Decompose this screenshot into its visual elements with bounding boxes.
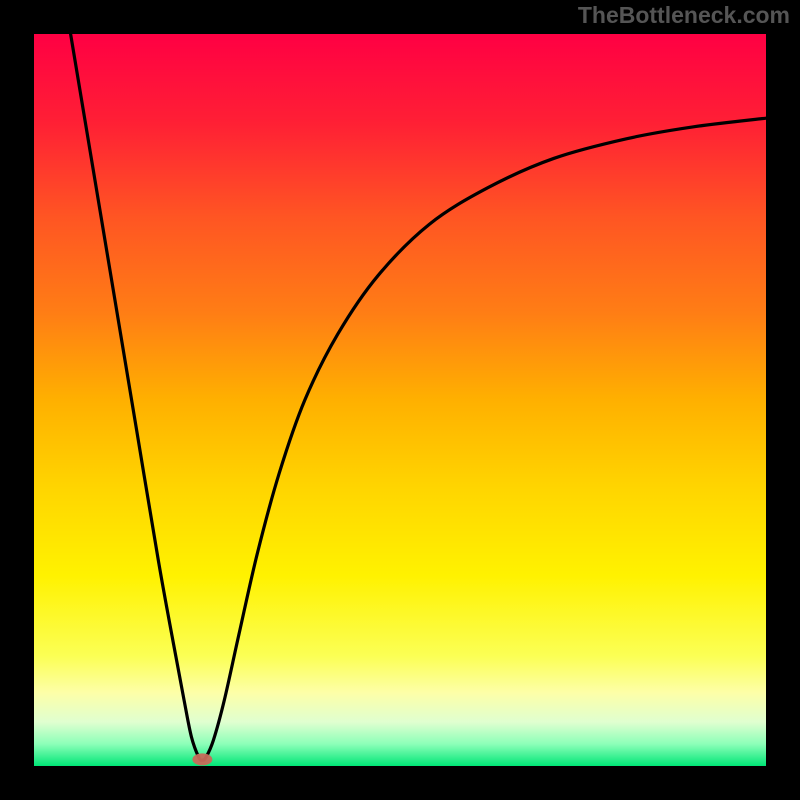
minimum-marker (192, 753, 212, 765)
outer-frame: TheBottleneck.com (0, 0, 800, 800)
watermark-text: TheBottleneck.com (578, 2, 790, 29)
chart-svg (34, 34, 766, 766)
gradient-background (34, 34, 766, 766)
chart-plot (34, 34, 766, 766)
